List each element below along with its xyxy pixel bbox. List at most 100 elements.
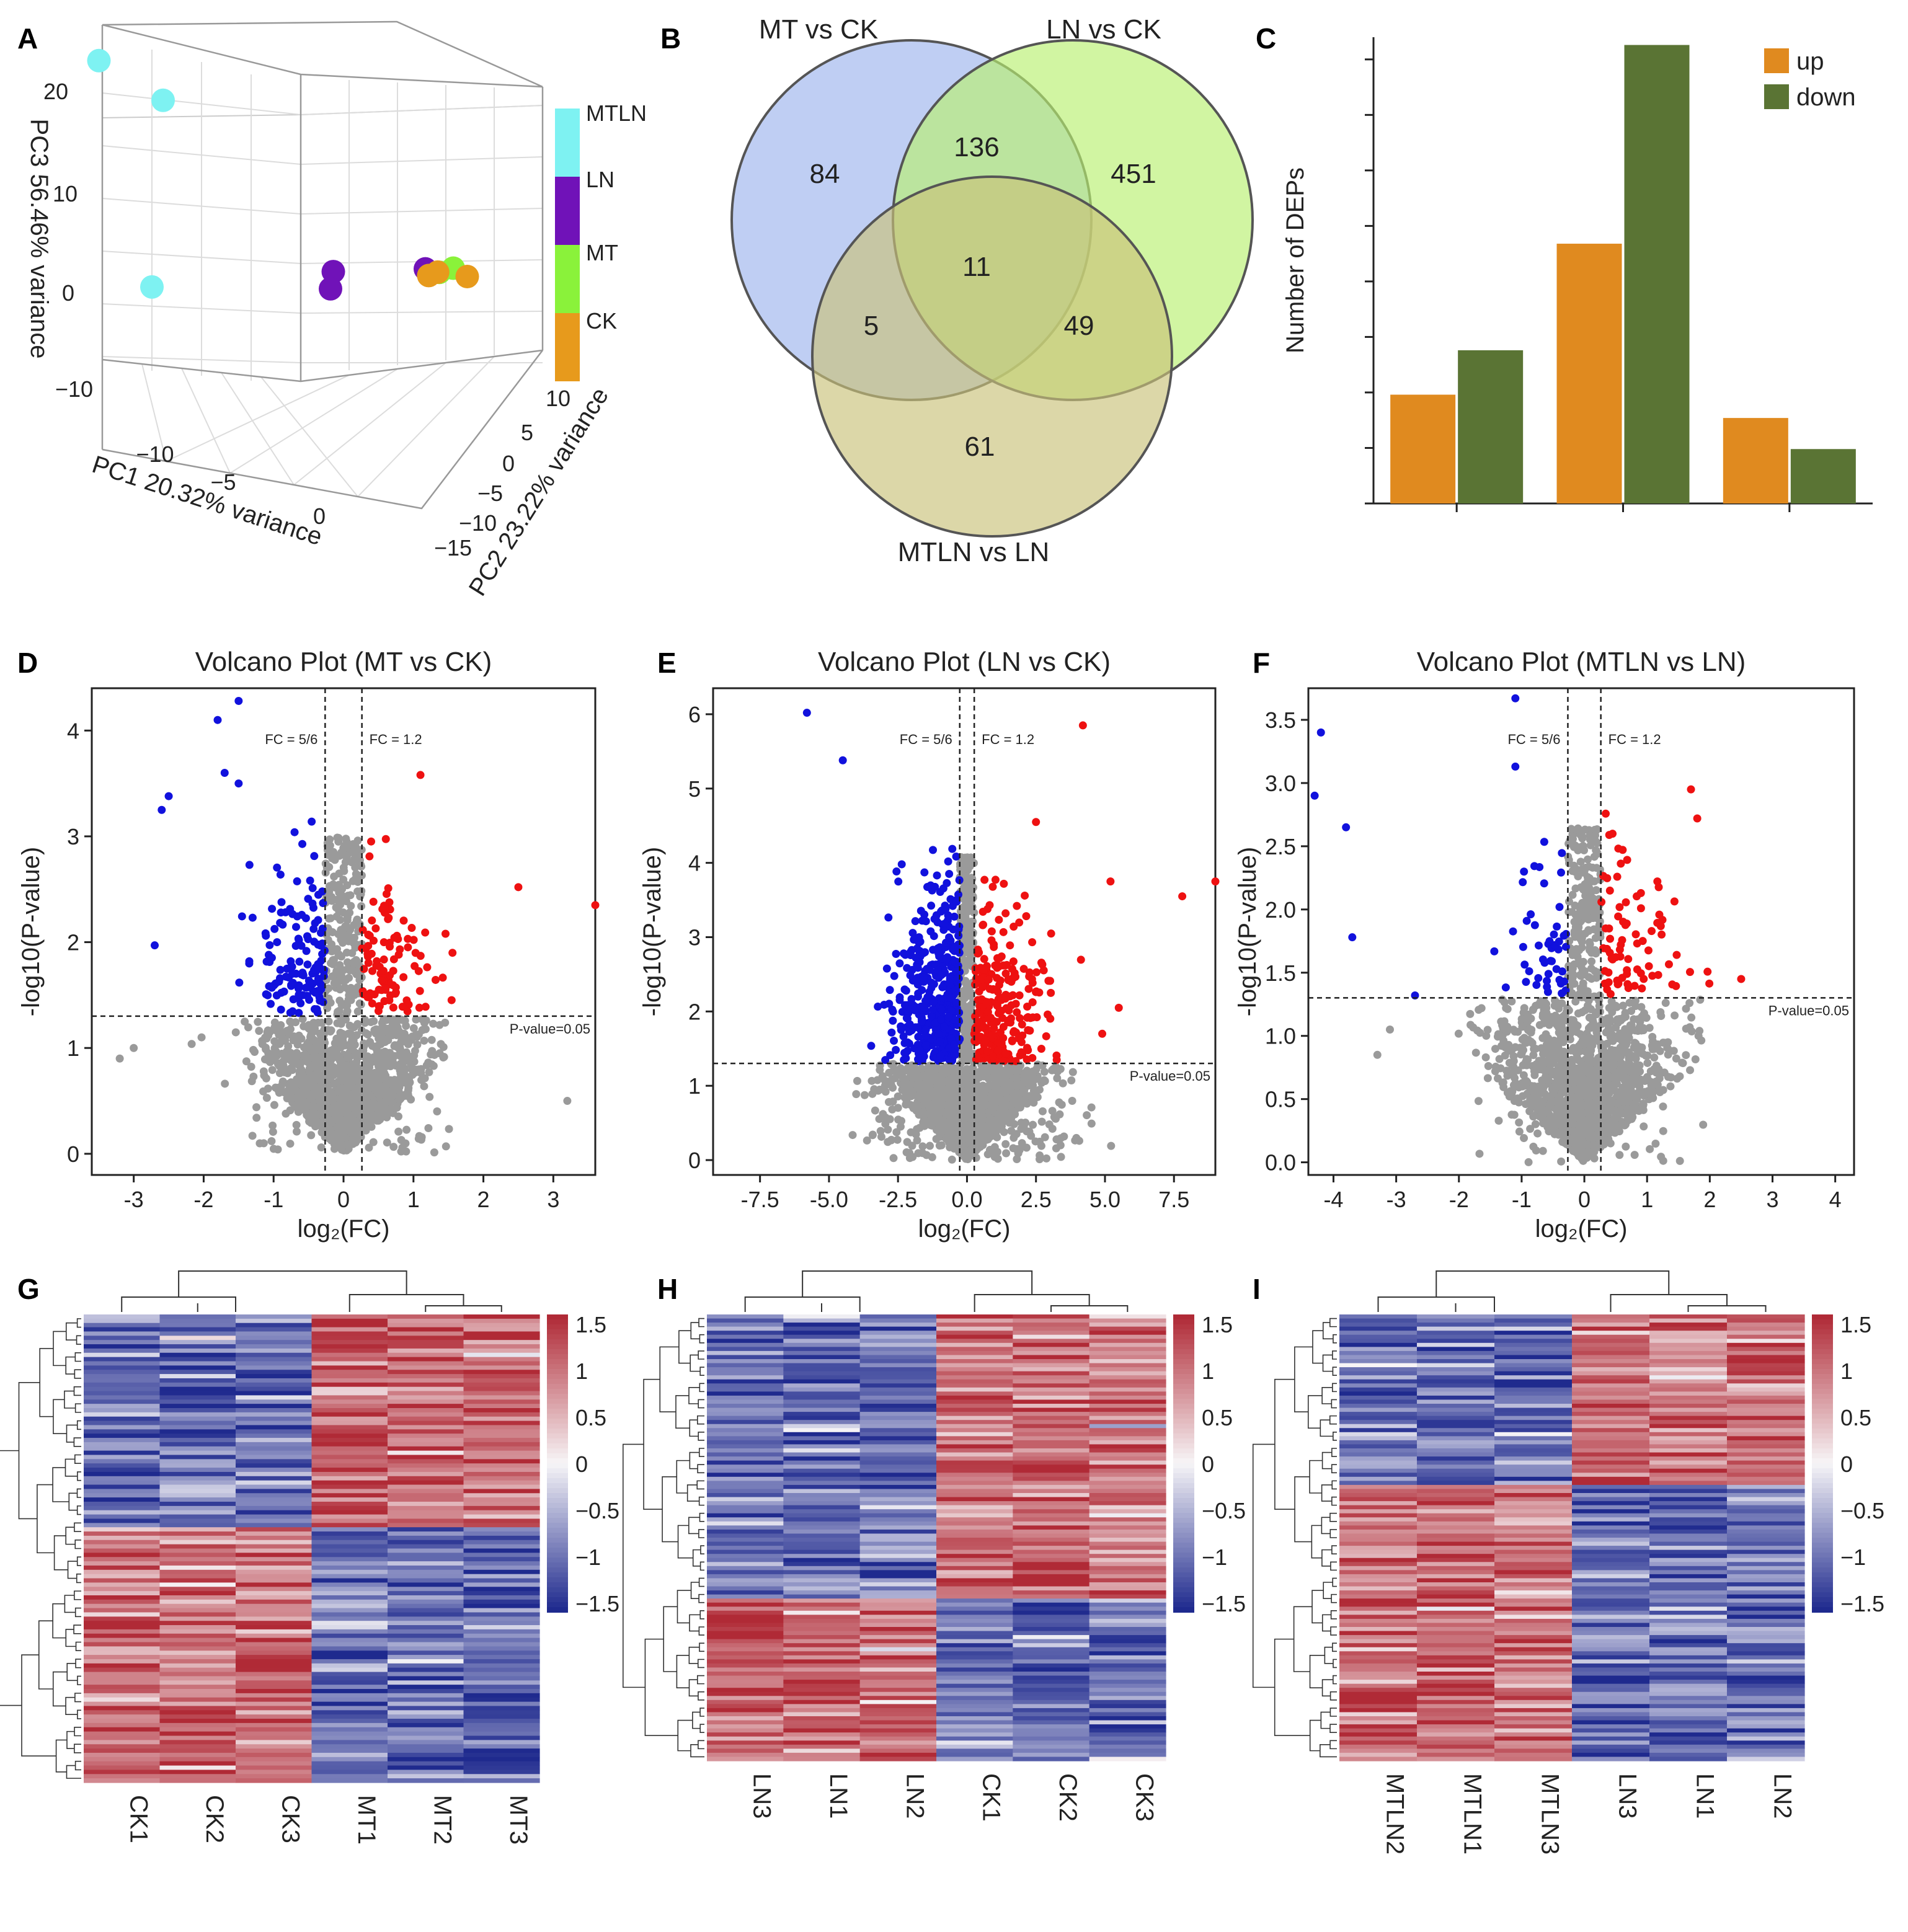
- volcano-point-ns: [280, 1068, 288, 1076]
- volcano-point-down: [892, 950, 900, 959]
- volcano-point-ns: [871, 1106, 879, 1115]
- volcano-point-up: [396, 945, 404, 954]
- volcano-point-ns: [331, 1139, 339, 1148]
- volcano-point-down: [270, 924, 279, 933]
- grid-line: [141, 363, 167, 462]
- volcano-point-ns: [383, 1138, 391, 1147]
- volcano-point-ns: [293, 1127, 301, 1136]
- volcano-point-ns: [429, 1019, 438, 1028]
- volcano-point-down: [920, 1003, 928, 1012]
- volcano-point-ns: [961, 864, 970, 873]
- volcano-point-ns: [989, 1127, 998, 1136]
- volcano-point-down: [929, 998, 938, 1006]
- fc-label: FC = 5/6: [265, 732, 317, 747]
- volcano-point-down: [944, 1013, 953, 1021]
- volcano-point-up: [1013, 1008, 1021, 1017]
- venn-count: 136: [954, 132, 999, 162]
- volcano-point-ns: [345, 1127, 354, 1135]
- volcano-point-ns: [413, 1040, 422, 1049]
- volcano-point-extreme: [514, 883, 523, 892]
- volcano-point-down: [926, 927, 935, 936]
- volcano-point-up: [987, 1013, 995, 1022]
- volcano-point-ns: [312, 1042, 321, 1050]
- volcano-point-ns: [1014, 1149, 1023, 1158]
- volcano-point-up: [407, 924, 416, 933]
- volcano-point-extreme: [1032, 818, 1041, 826]
- volcano-point-down: [286, 963, 295, 972]
- volcano-point-down: [927, 978, 936, 987]
- volcano-point-down: [266, 999, 275, 1008]
- volcano-point-down: [954, 890, 962, 899]
- volcano-point-up: [1000, 879, 1008, 888]
- volcano-point-ns: [976, 1132, 985, 1141]
- volcano-point-ns: [1075, 1137, 1083, 1145]
- venn-count: 451: [1111, 159, 1156, 189]
- volcano-point-ns: [420, 1036, 428, 1045]
- volcano-point-extreme: [591, 901, 600, 910]
- volcano-point-up: [378, 976, 386, 985]
- volcano-point-extreme: [164, 792, 173, 800]
- volcano-point-down: [303, 932, 311, 941]
- volcano-point-up: [1002, 1004, 1011, 1013]
- volcano-point-down: [276, 965, 285, 974]
- volcano-point-ns: [242, 1057, 251, 1066]
- volcano-point-ns: [411, 1032, 420, 1040]
- volcano-point-ns: [962, 1055, 970, 1063]
- volcano-point-ns: [357, 890, 365, 898]
- volcano-point-ns: [960, 914, 969, 923]
- volcano-point-ns: [362, 1029, 370, 1037]
- venn-count: 49: [1064, 311, 1094, 341]
- volcano-point-ns: [268, 1127, 277, 1136]
- bar-down: [1624, 45, 1690, 504]
- volcano-point-ns: [1107, 1141, 1116, 1150]
- volcano-point-ns: [383, 1055, 392, 1064]
- volcano-point-ns: [1048, 1124, 1057, 1133]
- x-tick-label: 0.0: [951, 1187, 982, 1212]
- volcano-point-ns: [306, 1081, 314, 1090]
- volcano-point-down: [919, 973, 928, 982]
- volcano-point-ns: [252, 1103, 261, 1112]
- volcano-point-up: [993, 1047, 1002, 1055]
- volcano-point-down: [902, 986, 910, 995]
- legend-label-down: down: [1796, 84, 1856, 111]
- venn-count: 5: [864, 311, 879, 341]
- y-tick-label: 2: [67, 930, 79, 955]
- legend-swatch-down: [1764, 84, 1789, 109]
- grid-line: [102, 250, 543, 265]
- volcano-point-ns: [388, 1086, 396, 1095]
- volcano-point-ns: [270, 1101, 278, 1109]
- volcano-point-up: [447, 996, 456, 1004]
- volcano-point-up: [379, 902, 388, 910]
- volcano-point-down: [286, 905, 295, 913]
- volcano-point-down: [917, 1017, 926, 1026]
- panel-b-venn: B MT vs CK LN vs CK MTLN vs LN 84 451 61…: [660, 14, 1254, 567]
- volcano-point-ns: [289, 1051, 298, 1060]
- volcano-point-up: [974, 1053, 983, 1061]
- volcano-point-up: [369, 897, 378, 906]
- volcano-point-ns: [1687, 1013, 1696, 1022]
- grid-line: [229, 368, 398, 474]
- volcano-point-up: [999, 1034, 1008, 1042]
- volcano-point-ns: [221, 1079, 229, 1088]
- volcano-point-ns: [969, 929, 977, 938]
- venn-circle-mtln-vs-ln: [811, 175, 1173, 538]
- volcano-point-up: [415, 986, 424, 995]
- volcano-point-up: [423, 963, 432, 972]
- volcano-point-ns: [336, 916, 345, 924]
- volcano-point-down: [277, 1005, 285, 1014]
- volcano-point-ns: [1037, 1117, 1046, 1126]
- volcano-point-ns: [394, 1112, 402, 1121]
- panel-d-volcano: Volcano Plot (MT vs CK)FC = 5/6 FC = 1.2P…: [17, 647, 600, 1243]
- volcano-point-up: [431, 975, 440, 984]
- volcano-point-ns: [964, 1081, 973, 1090]
- volcano-point-ns: [437, 1040, 445, 1048]
- legend-swatch-ln: [555, 177, 580, 245]
- volcano-point-ns: [377, 1083, 386, 1091]
- volcano-point-ns: [875, 1115, 884, 1123]
- x-tick-label: 1: [407, 1187, 420, 1212]
- volcano-point-down: [905, 1020, 914, 1029]
- volcano-point-ns: [346, 1029, 355, 1038]
- volcano-point-down: [944, 857, 952, 866]
- volcano-point-up: [1017, 1048, 1026, 1057]
- volcano-point-ns: [987, 1104, 996, 1112]
